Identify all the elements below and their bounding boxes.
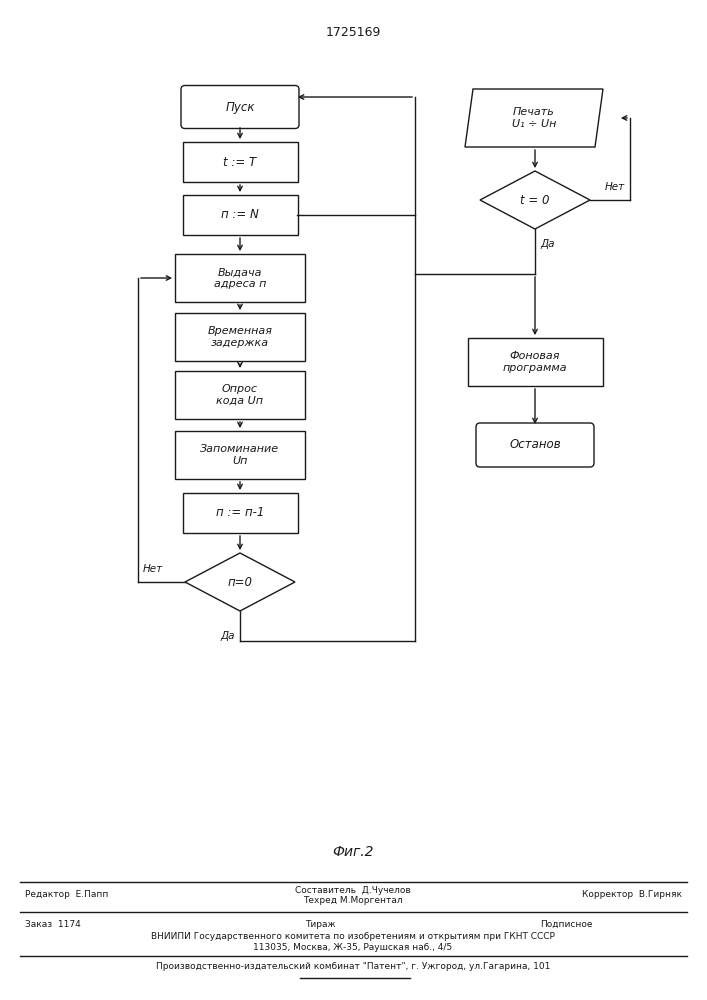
Bar [467,338,602,386]
Text: Нет: Нет [605,182,625,192]
Text: Корректор  В.Гирняк: Корректор В.Гирняк [582,890,682,899]
Polygon shape [480,171,590,229]
Text: Производственно-издательский комбинат "Патент", г. Ужгород, ул.Гагарина, 101: Производственно-издательский комбинат "П… [156,962,550,971]
Text: ВНИИПИ Государственного комитета по изобретениям и открытиям при ГКНТ СССР: ВНИИПИ Государственного комитета по изоб… [151,932,555,941]
Text: Фиг.2: Фиг.2 [332,845,374,859]
FancyBboxPatch shape [181,86,299,128]
Text: Составитель  Д.Чучелов: Составитель Д.Чучелов [295,886,411,895]
Text: Фоновая
программа: Фоновая программа [503,351,567,373]
Bar [182,142,298,182]
Bar [175,254,305,302]
Text: t = 0: t = 0 [520,194,550,207]
Text: п := п-1: п := п-1 [216,506,264,520]
Bar [175,313,305,361]
Bar [175,371,305,419]
Text: Временная
задержка: Временная задержка [207,326,272,348]
Text: t := T: t := T [223,155,257,168]
Polygon shape [185,553,295,611]
Text: Да: Да [221,631,235,641]
Polygon shape [465,89,603,147]
Text: Опрос
кода Uп: Опрос кода Uп [216,384,264,406]
Text: Нет: Нет [143,564,163,574]
Text: Да: Да [540,239,554,249]
Text: п=0: п=0 [228,576,252,588]
Bar [182,195,298,235]
Text: Останов: Останов [509,438,561,452]
Text: 1725169: 1725169 [325,25,380,38]
FancyBboxPatch shape [476,423,594,467]
Text: Тираж: Тираж [305,920,335,929]
Text: 113035, Москва, Ж-35, Раушская наб., 4/5: 113035, Москва, Ж-35, Раушская наб., 4/5 [253,943,452,952]
Text: Выдача
адреса п: Выдача адреса п [214,267,267,289]
Bar [175,431,305,479]
Text: Редактор  Е.Папп: Редактор Е.Папп [25,890,108,899]
Bar [182,493,298,533]
Text: Запоминание
Uп: Запоминание Uп [201,444,279,466]
Text: Заказ  1174: Заказ 1174 [25,920,81,929]
Text: Пуск: Пуск [226,101,255,113]
Text: Техред М.Моргентал: Техред М.Моргентал [303,896,403,905]
Text: Печать
U₁ ÷ Uн: Печать U₁ ÷ Uн [512,107,556,129]
Text: Подписное: Подписное [540,920,592,929]
Text: п := N: п := N [221,209,259,222]
